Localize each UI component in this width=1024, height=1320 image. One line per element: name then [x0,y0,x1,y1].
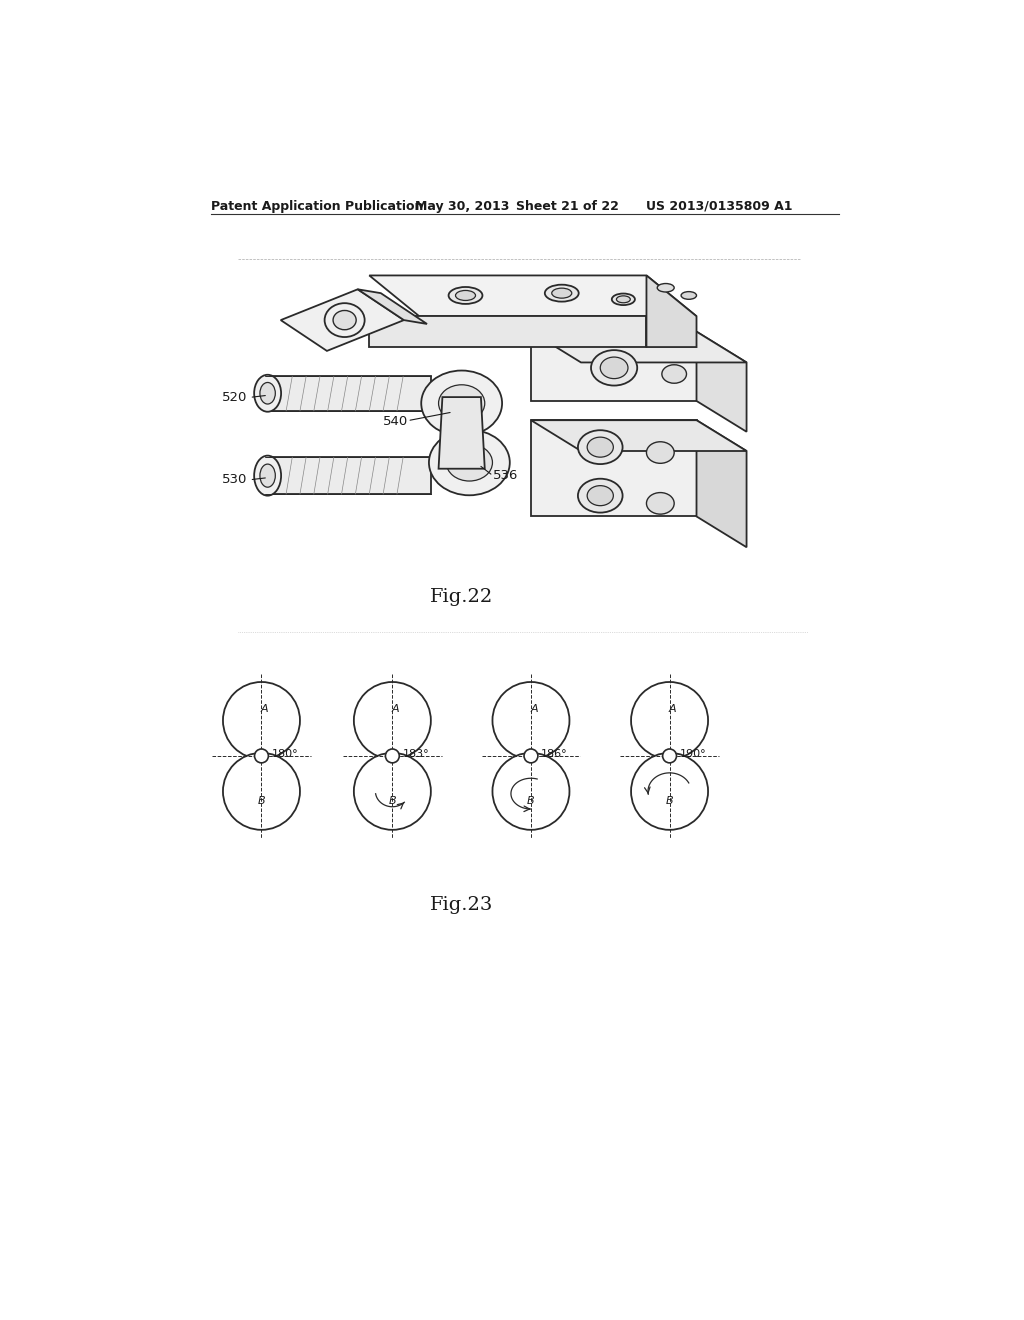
Circle shape [354,752,431,830]
Polygon shape [438,397,484,469]
Circle shape [493,752,569,830]
Text: 186°: 186° [541,750,567,759]
Polygon shape [531,420,696,516]
Polygon shape [370,276,696,317]
Text: Fig.23: Fig.23 [430,896,494,915]
Ellipse shape [681,292,696,300]
Text: Patent Application Publication: Patent Application Publication [211,199,424,213]
Ellipse shape [429,430,510,495]
Text: A: A [391,704,399,714]
Ellipse shape [646,492,674,515]
Circle shape [354,682,431,759]
Ellipse shape [456,290,475,301]
Circle shape [223,682,300,759]
Ellipse shape [260,383,275,404]
Text: Sheet 21 of 22: Sheet 21 of 22 [515,199,618,213]
Ellipse shape [333,310,356,330]
Circle shape [223,752,300,830]
Circle shape [631,682,708,759]
Ellipse shape [260,465,275,487]
Polygon shape [531,331,696,401]
Ellipse shape [611,293,635,305]
Ellipse shape [325,304,365,337]
Text: B: B [527,796,535,805]
Polygon shape [265,457,431,494]
Ellipse shape [616,296,631,302]
Polygon shape [531,331,746,363]
Circle shape [663,748,677,763]
Text: A: A [669,704,677,714]
Ellipse shape [438,385,484,422]
Text: 180°: 180° [271,750,298,759]
Ellipse shape [600,358,628,379]
Text: US 2013/0135809 A1: US 2013/0135809 A1 [646,199,793,213]
Text: Fig.22: Fig.22 [430,589,494,606]
Polygon shape [531,420,746,451]
Text: 536: 536 [493,469,518,482]
Ellipse shape [646,442,674,463]
Text: May 30, 2013: May 30, 2013 [416,199,510,213]
Polygon shape [696,331,746,432]
Circle shape [493,682,569,759]
Text: B: B [258,796,265,805]
Ellipse shape [449,286,482,304]
Ellipse shape [657,284,674,292]
Polygon shape [281,289,403,351]
Circle shape [385,748,399,763]
Ellipse shape [587,486,613,506]
Ellipse shape [552,288,571,298]
Text: A: A [261,704,268,714]
Ellipse shape [662,364,686,383]
Ellipse shape [446,444,493,480]
Text: 540: 540 [383,416,408,428]
Text: 190°: 190° [680,750,707,759]
Ellipse shape [421,371,502,436]
Ellipse shape [254,375,282,412]
Text: 183°: 183° [402,750,429,759]
Ellipse shape [578,479,623,512]
Circle shape [631,752,708,830]
Circle shape [255,748,268,763]
Circle shape [524,748,538,763]
Ellipse shape [545,285,579,302]
Ellipse shape [578,430,623,465]
Text: 520: 520 [222,391,248,404]
Polygon shape [370,317,646,347]
Polygon shape [646,276,696,347]
Polygon shape [265,376,431,411]
Polygon shape [357,289,427,323]
Text: B: B [666,796,674,805]
Ellipse shape [591,350,637,385]
Ellipse shape [254,455,282,496]
Ellipse shape [587,437,613,457]
Text: B: B [388,796,396,805]
Text: 530: 530 [222,473,248,486]
Polygon shape [696,420,746,548]
Text: A: A [530,704,538,714]
